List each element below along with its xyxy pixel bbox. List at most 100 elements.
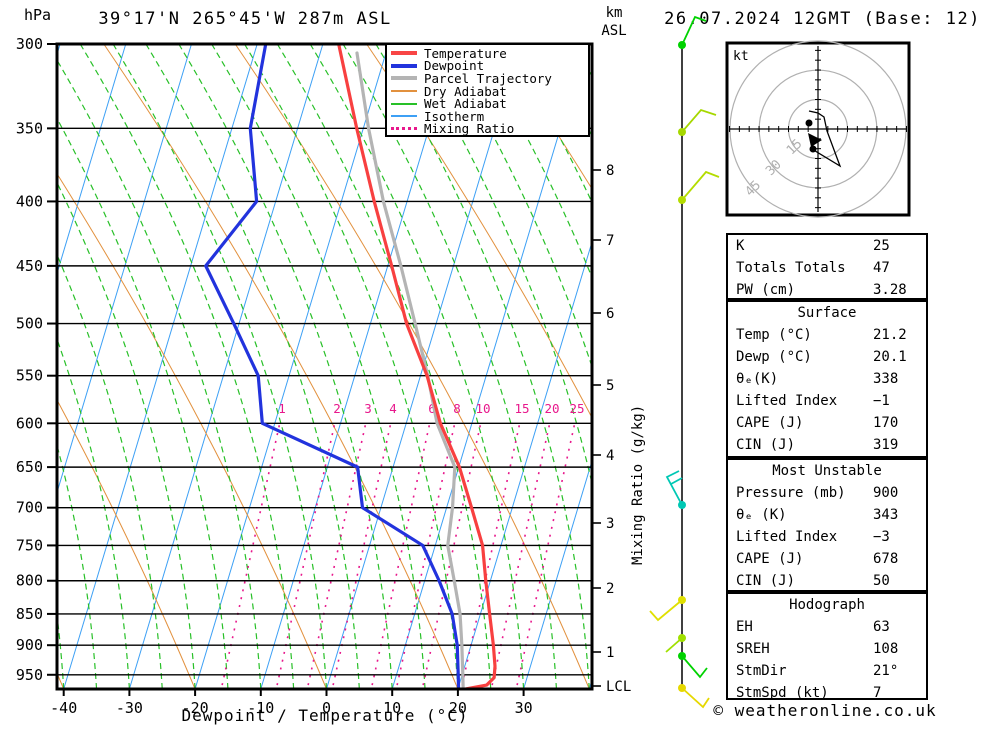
svg-text:450: 450 — [16, 257, 43, 275]
row-value: −3 — [873, 529, 890, 545]
svg-text:8: 8 — [606, 163, 614, 179]
svg-text:4: 4 — [606, 448, 614, 464]
legend-label: Dry Adiabat — [424, 83, 507, 99]
wind-barb — [670, 477, 683, 485]
table-row: Dewp (°C) 20.1 — [728, 346, 926, 368]
mixing-ratio-labels: 1 2 3 4 6 8 10 15 20 25 — [278, 401, 584, 416]
wind-level-dot — [678, 684, 686, 692]
svg-text:300: 300 — [16, 35, 43, 53]
svg-text:750: 750 — [16, 536, 43, 554]
row-label: Lifted Index — [736, 393, 838, 409]
row-value: 7 — [873, 685, 882, 701]
wind-level-dot — [678, 128, 686, 136]
row-label: PW (cm) — [736, 282, 796, 298]
svg-text:20: 20 — [449, 699, 467, 717]
table-row: PW (cm) 3.28 — [728, 279, 926, 301]
svg-text:0: 0 — [322, 699, 331, 717]
table-row: Pressure (mb) 900 — [728, 482, 926, 504]
row-label: Pressure (mb) — [736, 485, 846, 501]
svg-text:10: 10 — [383, 699, 401, 717]
plot-border — [55, 42, 594, 691]
svg-text:500: 500 — [16, 315, 43, 333]
row-value: 319 — [873, 437, 899, 453]
legend-label: Parcel Trajectory — [424, 70, 552, 86]
table-row: Totals Totals 47 — [728, 257, 926, 279]
data-panel: K 25 Totals Totals 47 PW (cm) 3.28 — [726, 233, 928, 300]
legend-line-swatch — [391, 127, 417, 131]
legend-item: Mixing Ratio — [391, 121, 588, 137]
svg-text:950: 950 — [16, 666, 43, 684]
legend-line-swatch — [391, 90, 417, 93]
table-row: StmDir 21° — [728, 660, 926, 682]
panel-header: Hodograph — [789, 597, 865, 613]
svg-text:900: 900 — [16, 636, 43, 654]
row-label: SREH — [736, 641, 770, 657]
row-value: 170 — [873, 415, 899, 431]
row-value: 900 — [873, 485, 899, 501]
svg-text:6: 6 — [428, 401, 436, 416]
row-value: 47 — [873, 260, 890, 276]
row-value: 678 — [873, 551, 899, 567]
parcel-trajectory-curve — [355, 51, 465, 689]
row-label: θₑ (K) — [736, 507, 787, 523]
svg-text:400: 400 — [16, 192, 43, 210]
svg-text:1: 1 — [278, 401, 286, 416]
legend-item: Temperature — [391, 46, 588, 61]
svg-text:800: 800 — [16, 572, 43, 590]
row-label: CAPE (J) — [736, 415, 804, 431]
legend-item: Wet Adiabat — [391, 96, 588, 111]
hodograph-dot — [805, 119, 813, 127]
row-value: 21° — [873, 663, 899, 679]
legend-label: Dewpoint — [424, 58, 485, 74]
svg-text:700: 700 — [16, 499, 43, 517]
table-row: CIN (J) 319 — [728, 434, 926, 456]
table-row: θₑ(K) 338 — [728, 368, 926, 390]
row-value: 20.1 — [873, 349, 907, 365]
row-label: EH — [736, 619, 753, 635]
pressure-tick-labels: 300 350 400 450 500 550 600 650 700 750 800 850 900 9… — [16, 35, 43, 684]
wet-adiabat-lines — [57, 44, 592, 689]
table-row: Lifted Index −3 — [728, 526, 926, 548]
svg-text:2: 2 — [606, 581, 614, 597]
asl-axis-unit: ASL — [601, 23, 627, 39]
table-row: StmSpd (kt) 7 — [728, 682, 926, 704]
wind-level-dot — [678, 634, 686, 642]
data-panel-hodograph: Hodograph EH 63 SREH 108 StmDir 21° StmSpd (kt)… — [726, 592, 928, 701]
wind-level-dot — [678, 596, 686, 604]
row-value: 63 — [873, 619, 890, 635]
wind-barb — [681, 108, 717, 133]
svg-text:-20: -20 — [182, 699, 209, 717]
row-label: Dewp (°C) — [736, 349, 812, 365]
table-row: K 25 — [728, 235, 926, 257]
legend-label: Mixing Ratio — [424, 121, 515, 137]
row-label: θₑ(K) — [736, 371, 779, 387]
wind-level-dot — [678, 652, 686, 660]
svg-text:25: 25 — [569, 401, 584, 416]
table-row: EH 63 — [728, 616, 926, 638]
isotherm-lines — [57, 44, 592, 689]
wind-barb — [649, 599, 683, 622]
svg-text:-30: -30 — [116, 699, 143, 717]
row-label: Totals Totals — [736, 260, 846, 276]
svg-text:20: 20 — [544, 401, 559, 416]
row-label: CIN (J) — [736, 573, 796, 589]
wind-level-dot — [678, 196, 686, 204]
svg-text:4: 4 — [389, 401, 397, 416]
row-label: Temp (°C) — [736, 327, 812, 343]
svg-text:30: 30 — [515, 699, 533, 717]
wind-level-dot — [678, 41, 686, 49]
hodograph-dot — [809, 145, 817, 153]
panel-header: Most Unstable — [772, 463, 882, 479]
row-value: 338 — [873, 371, 899, 387]
row-label: CIN (J) — [736, 437, 796, 453]
legend-line-swatch — [391, 102, 417, 105]
row-label: StmSpd (kt) — [736, 685, 829, 701]
dry-adiabat-lines — [57, 44, 592, 689]
wind-barb — [665, 470, 683, 506]
table-row: Temp (°C) 21.2 — [728, 324, 926, 346]
data-panel-most-unstable: Most Unstable Pressure (mb) 900 θₑ (K) 343 Li… — [726, 458, 928, 592]
wind-barb — [681, 655, 708, 679]
mixing-ratio-lines — [220, 425, 576, 689]
